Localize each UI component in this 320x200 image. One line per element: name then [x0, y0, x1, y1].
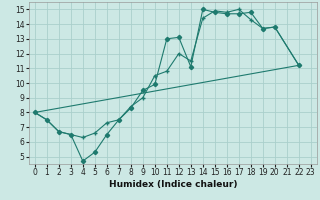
X-axis label: Humidex (Indice chaleur): Humidex (Indice chaleur)	[108, 180, 237, 189]
